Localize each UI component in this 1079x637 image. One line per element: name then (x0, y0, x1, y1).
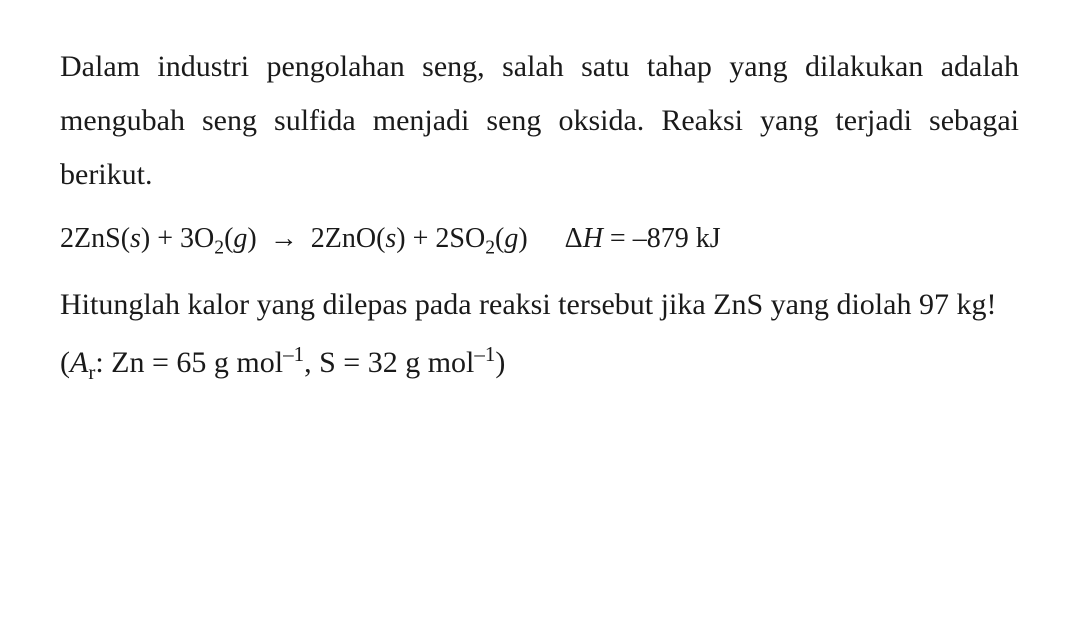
reaction-arrow: → (270, 214, 298, 264)
ar-symbol: A (70, 346, 88, 379)
enthalpy: ΔH = –879 kJ (565, 223, 721, 254)
eq-2: = (343, 346, 360, 379)
molar-mass-info: (Ar: Zn = 65 g mol–1, S = 32 g mol–1) (60, 336, 1019, 392)
s-value: 32 g mol (368, 346, 475, 379)
intro-paragraph: Dalam industri pengolahan seng, salah sa… (60, 40, 1019, 202)
enthalpy-value: –879 kJ (633, 223, 721, 254)
product1-state: s (385, 223, 396, 254)
question-text: Hitunglah kalor yang dilepas pada reaksi… (60, 278, 1019, 332)
exp-2: –1 (474, 342, 495, 366)
product1-coef: 2 (311, 223, 325, 254)
comma: , (304, 346, 312, 379)
h-variable: H (583, 223, 603, 254)
s-label: S (319, 346, 336, 379)
zn-label: Zn (111, 346, 144, 379)
reactant2: O (194, 223, 214, 254)
exp-1: –1 (283, 342, 304, 366)
plus-1: + (157, 223, 173, 254)
reactant1-coef: 2 (60, 223, 74, 254)
close-paren: ) (495, 346, 505, 379)
equals-sign: = (610, 223, 626, 254)
reactant2-coef: 3 (180, 223, 194, 254)
product2-sub: 2 (485, 238, 495, 259)
product2-state: g (504, 223, 518, 254)
product2-coef: 2 (435, 223, 449, 254)
reactant2-state: g (233, 223, 247, 254)
reactant1-state: s (130, 223, 141, 254)
ar-colon: : (95, 346, 103, 379)
problem-content: Dalam industri pengolahan seng, salah sa… (60, 40, 1019, 392)
plus-2: + (413, 223, 429, 254)
eq-1: = (152, 346, 169, 379)
zn-value: 65 g mol (176, 346, 283, 379)
reactant2-sub: 2 (214, 238, 224, 259)
reactant1: ZnS (74, 223, 121, 254)
product1: ZnO (325, 223, 376, 254)
delta-symbol: Δ (565, 223, 583, 254)
open-paren: ( (60, 346, 70, 379)
chemical-equation: 2ZnS(s) + 3O2(g) → 2ZnO(s) + 2SO2(g) ΔH … (60, 214, 1019, 266)
product2: SO (449, 223, 485, 254)
